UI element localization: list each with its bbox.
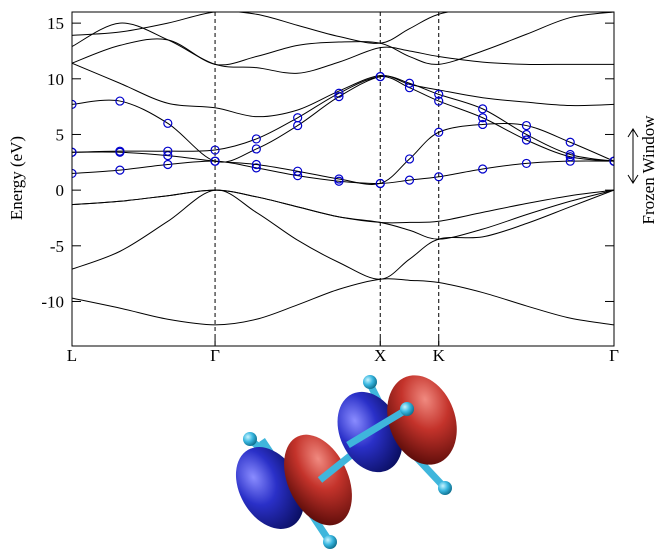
band-point xyxy=(404,175,415,185)
band-point xyxy=(163,118,173,128)
y-tick-label: 10 xyxy=(47,70,64,89)
band-point xyxy=(478,164,488,174)
band-line xyxy=(72,278,614,326)
band-point xyxy=(434,127,444,137)
band-point xyxy=(251,144,261,154)
annotation: Frozen Window xyxy=(639,115,658,225)
band-point xyxy=(251,159,261,170)
band-point xyxy=(115,96,125,106)
band-point xyxy=(163,146,173,156)
orbital-image xyxy=(235,375,457,549)
band-point xyxy=(115,165,125,175)
y-tick-label: 15 xyxy=(47,14,64,33)
band-point xyxy=(163,159,173,170)
y-tick-label: 5 xyxy=(56,125,65,144)
y-tick-label: -10 xyxy=(41,292,64,311)
band-point xyxy=(478,119,488,130)
band-point xyxy=(293,120,303,131)
band-point xyxy=(434,172,444,182)
band-point xyxy=(210,145,220,155)
band-point xyxy=(521,129,532,140)
band-point xyxy=(334,92,344,102)
band-point xyxy=(293,166,303,176)
band-point xyxy=(72,99,77,110)
band-point xyxy=(434,89,444,99)
band-plot: L Γ X K Γ 15 10 5 0 -5 -10 xyxy=(41,11,619,365)
band-line xyxy=(72,22,614,74)
y-tick-label: 0 xyxy=(56,181,65,200)
band-point xyxy=(609,156,614,166)
band-point xyxy=(72,147,77,157)
band-point xyxy=(375,178,385,189)
x-tick-label: X xyxy=(374,346,386,365)
y-axis-label: Energy (eV) xyxy=(7,136,26,220)
band-line xyxy=(72,189,614,240)
band-point xyxy=(251,134,261,144)
band-point xyxy=(210,156,220,166)
band-line xyxy=(72,12,614,66)
x-tick-label: Γ xyxy=(609,346,619,365)
x-tick-label: L xyxy=(67,346,77,365)
band-point xyxy=(334,174,344,184)
series-group xyxy=(72,12,614,326)
x-tick-label: Γ xyxy=(210,346,220,365)
band-point xyxy=(334,88,344,98)
band-line xyxy=(72,12,614,44)
y-tick-label: -5 xyxy=(50,237,64,256)
band-point xyxy=(565,137,575,147)
x-tick-label: K xyxy=(433,346,446,365)
plot-frame xyxy=(71,11,615,347)
band-point xyxy=(565,149,575,160)
band-line xyxy=(72,62,614,118)
frozen-window-arrow xyxy=(627,128,639,184)
band-line xyxy=(72,122,614,185)
band-point xyxy=(404,154,415,164)
band-point xyxy=(251,163,261,173)
band-point xyxy=(521,135,532,145)
band-point xyxy=(115,146,125,156)
band-line xyxy=(72,189,614,280)
band-point xyxy=(521,120,532,131)
band-point xyxy=(521,158,532,169)
band-point xyxy=(434,96,444,106)
band-point xyxy=(478,104,488,114)
band-point xyxy=(72,168,77,179)
band-point xyxy=(478,113,488,123)
band-point xyxy=(375,71,385,82)
band-point xyxy=(404,78,415,88)
